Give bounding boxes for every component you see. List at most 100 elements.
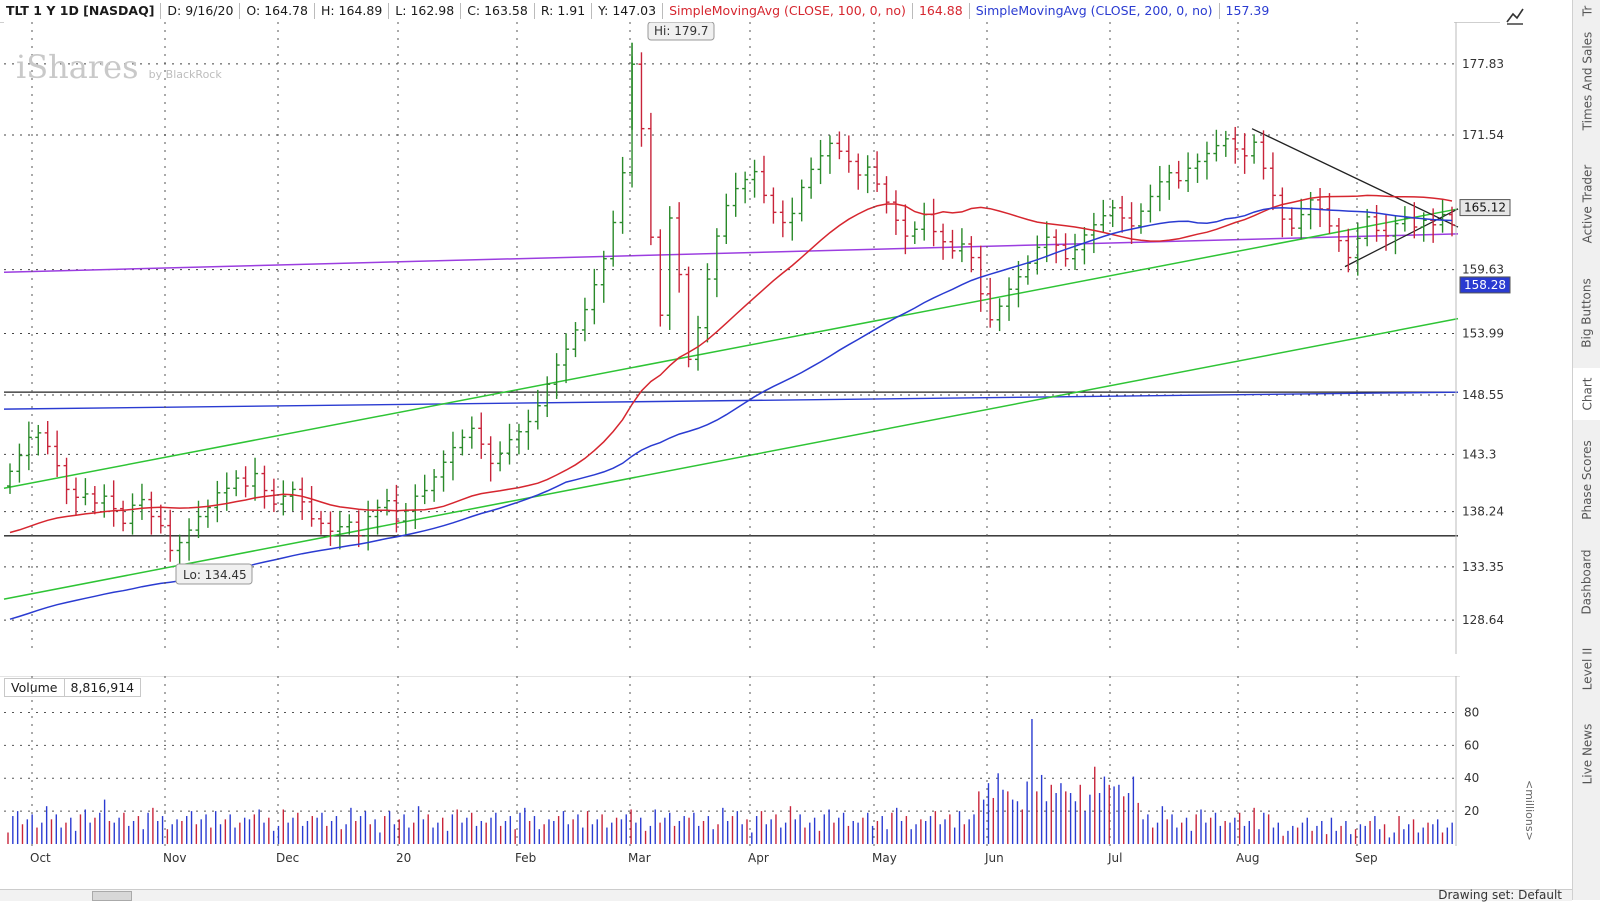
candle bbox=[1137, 203, 1144, 234]
candle bbox=[1335, 217, 1342, 252]
high-callout: Hi: 179.7 bbox=[647, 22, 715, 41]
candle bbox=[657, 229, 664, 327]
high-callout-text: Hi: 179.7 bbox=[654, 24, 709, 38]
candle bbox=[525, 409, 532, 450]
candle bbox=[874, 151, 881, 192]
tab-chart[interactable]: Chart bbox=[1573, 368, 1600, 420]
sma200-value: 157.39 bbox=[1225, 3, 1270, 18]
volume-unit-label: <millions> bbox=[1523, 780, 1536, 841]
candle bbox=[534, 389, 541, 430]
candle bbox=[647, 112, 654, 246]
candle bbox=[723, 193, 730, 245]
month-label: Oct bbox=[30, 851, 51, 865]
candle bbox=[110, 480, 117, 527]
candle bbox=[497, 441, 504, 472]
drawing-tool-icon[interactable] bbox=[1500, 0, 1530, 30]
candle bbox=[176, 534, 183, 566]
candle bbox=[1439, 198, 1446, 233]
candle bbox=[855, 153, 862, 190]
candle bbox=[308, 486, 315, 527]
candle bbox=[1279, 187, 1286, 238]
tab-level-ii[interactable]: Level II bbox=[1580, 647, 1595, 691]
tab-phase-scores[interactable]: Phase Scores bbox=[1580, 440, 1595, 520]
candle bbox=[610, 210, 617, 267]
candle bbox=[1222, 130, 1229, 157]
tab-partial[interactable]: Tr bbox=[1580, 5, 1594, 17]
right-tab-strip: Tr Times And Sales Active Trader Big Button… bbox=[1572, 0, 1600, 900]
candle bbox=[732, 172, 739, 217]
tab-times-and-sales[interactable]: Times And Sales bbox=[1580, 31, 1594, 131]
candle bbox=[204, 499, 211, 528]
low-callout: Lo: 134.45 bbox=[175, 563, 253, 585]
candle bbox=[1194, 153, 1201, 183]
trendlines bbox=[3, 128, 1459, 600]
sma100-label[interactable]: SimpleMovingAvg (CLOSE, 100, 0, no) bbox=[663, 3, 913, 19]
candle bbox=[233, 470, 240, 497]
month-labels: Oct Nov Dec 20 Feb Mar Apr May Jun Jul Aug Sep bbox=[30, 851, 1378, 865]
month-label: Dec bbox=[276, 851, 299, 865]
candle bbox=[591, 268, 598, 325]
month-label: Feb bbox=[515, 851, 536, 865]
candle bbox=[1251, 134, 1258, 164]
tab-live-news[interactable]: Live News bbox=[1580, 723, 1594, 785]
candle bbox=[506, 423, 513, 465]
y-readout: Y: 147.03 bbox=[592, 3, 664, 19]
blue-trendline bbox=[3, 391, 1459, 410]
candle bbox=[1269, 152, 1276, 211]
candle bbox=[82, 478, 89, 506]
candle bbox=[638, 52, 645, 147]
candle bbox=[968, 236, 975, 273]
tab-active-trader[interactable]: Active Trader bbox=[1580, 164, 1595, 244]
candle bbox=[685, 266, 692, 368]
volume-tick-label: 20 bbox=[1464, 804, 1479, 818]
candle bbox=[996, 298, 1003, 332]
triangle-upper bbox=[1251, 128, 1459, 228]
candle bbox=[1119, 195, 1126, 233]
month-label: Apr bbox=[748, 851, 769, 865]
candle bbox=[487, 436, 494, 482]
candle bbox=[845, 135, 852, 173]
candle bbox=[91, 486, 98, 515]
candle bbox=[713, 228, 720, 298]
candle bbox=[1185, 152, 1192, 192]
candle bbox=[478, 412, 485, 459]
date-readout: D: 9/16/20 bbox=[161, 3, 241, 19]
volume-axis: 80 60 40 20 bbox=[1455, 676, 1479, 846]
candle bbox=[704, 263, 711, 343]
candle bbox=[355, 510, 362, 548]
symbol-label[interactable]: TLT 1 Y 1D [NASDAQ] bbox=[0, 3, 162, 19]
purple-trendline bbox=[3, 233, 1459, 274]
candlesticks bbox=[7, 42, 1455, 566]
tab-dashboard[interactable]: Dashboard bbox=[1580, 549, 1595, 615]
drawing-set-label[interactable]: Drawing set: Default bbox=[1438, 888, 1562, 902]
candle bbox=[393, 484, 400, 533]
candle bbox=[336, 510, 343, 550]
candle bbox=[289, 481, 296, 511]
tab-big-buttons[interactable]: Big Buttons bbox=[1580, 278, 1595, 348]
bottom-scroll-bar[interactable]: Drawing set: Default bbox=[0, 888, 1572, 902]
volume-tick-label: 40 bbox=[1464, 771, 1479, 785]
candle bbox=[1364, 208, 1371, 247]
candle bbox=[1090, 212, 1097, 254]
candle bbox=[864, 155, 871, 194]
candle bbox=[1354, 222, 1361, 276]
candle bbox=[977, 245, 984, 312]
candle bbox=[1156, 165, 1163, 212]
candle bbox=[808, 157, 815, 199]
candle bbox=[581, 297, 588, 342]
close-readout: C: 163.58 bbox=[461, 3, 535, 19]
sma200-label[interactable]: SimpleMovingAvg (CLOSE, 200, 0, no) bbox=[970, 3, 1220, 19]
volume-value: 8,816,914 bbox=[64, 678, 142, 697]
candle bbox=[1345, 228, 1352, 273]
candle bbox=[1420, 212, 1427, 242]
candle bbox=[1043, 221, 1050, 263]
candle bbox=[892, 190, 899, 235]
price-chart[interactable]: 177.83 171.54 159.63 153.99 148.55 143.3 138.2… bbox=[0, 22, 1572, 672]
month-label: Sep bbox=[1355, 851, 1378, 865]
candle bbox=[987, 277, 994, 328]
candle bbox=[63, 457, 70, 505]
candle bbox=[186, 518, 193, 561]
volume-chart[interactable]: 80 60 40 20 Oct Nov Dec 20 Feb Mar Apr May Jun Jul Au… bbox=[0, 676, 1572, 888]
candle bbox=[949, 229, 956, 259]
volume-bars bbox=[7, 719, 1453, 844]
